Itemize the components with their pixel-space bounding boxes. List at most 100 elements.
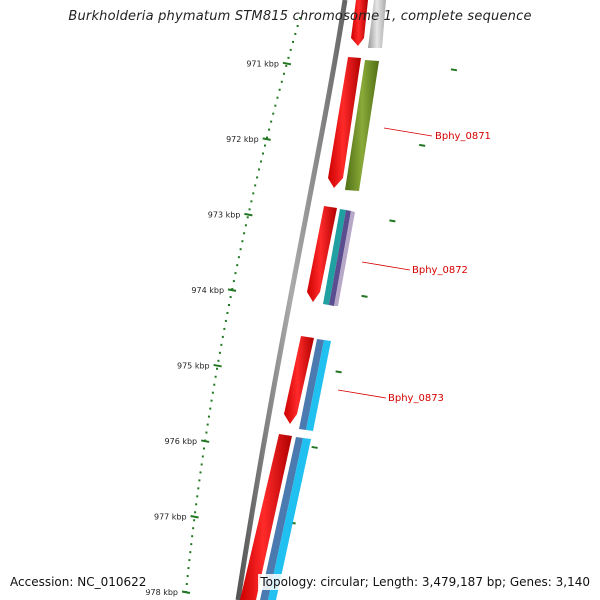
cds-arrow[interactable] bbox=[328, 57, 361, 188]
tick-mark bbox=[227, 288, 237, 292]
scale-dot bbox=[239, 248, 242, 251]
scale-dot bbox=[211, 391, 214, 394]
gene-label[interactable]: Bphy_0872 bbox=[412, 265, 468, 276]
scale-dot bbox=[223, 327, 226, 330]
scale-dot bbox=[186, 575, 189, 578]
scale-dot bbox=[214, 375, 217, 378]
scale-dot bbox=[195, 503, 198, 506]
topology-text: Topology: circular; Length: 3,479,187 bp… bbox=[258, 574, 592, 590]
backbone-ring bbox=[235, 0, 348, 600]
scale-dot bbox=[185, 583, 188, 586]
scale-dot bbox=[234, 272, 237, 275]
steel-feature[interactable] bbox=[260, 437, 303, 600]
inner-tick-mark bbox=[389, 219, 396, 223]
scale-dot bbox=[268, 128, 271, 131]
scale-dot bbox=[263, 144, 266, 147]
scale-dot bbox=[210, 399, 213, 402]
scale-dot bbox=[189, 551, 192, 554]
tick-label: 973 kbp bbox=[208, 210, 241, 219]
tick-mark bbox=[190, 514, 199, 519]
scale-dot bbox=[274, 104, 277, 107]
scale-dot bbox=[260, 160, 262, 163]
scale-dot bbox=[188, 559, 191, 562]
scale-dot bbox=[231, 288, 234, 291]
tick-mark bbox=[282, 61, 292, 66]
scale-dot bbox=[191, 535, 194, 538]
olive-feature[interactable] bbox=[345, 60, 379, 191]
scale-dot bbox=[272, 112, 275, 115]
inner-tick-mark bbox=[450, 68, 458, 72]
scale-dot bbox=[199, 471, 202, 474]
tick-mark bbox=[200, 439, 210, 443]
scale-dot bbox=[241, 240, 244, 243]
scale-dot bbox=[250, 200, 253, 203]
scale-ticks: 971 kbp 972 kbp 973 kbp 974 kbp 975 kbp 976 k… bbox=[145, 59, 458, 600]
purple-feature[interactable] bbox=[329, 210, 351, 306]
scale-dot bbox=[201, 455, 204, 458]
tick-label: 977 kbp bbox=[154, 512, 187, 521]
scale-dot bbox=[209, 407, 212, 410]
scale-dot bbox=[224, 319, 227, 322]
gene-label[interactable]: Bphy_0873 bbox=[388, 393, 444, 404]
scale-dot bbox=[207, 415, 210, 418]
inner-tick-mark bbox=[361, 294, 368, 298]
scale-dot bbox=[194, 511, 197, 514]
tick-label: 978 kbp bbox=[145, 588, 178, 597]
scale-dot bbox=[270, 120, 273, 123]
inner-tick-mark bbox=[419, 143, 426, 147]
grey-feature[interactable] bbox=[368, 0, 386, 48]
teal-feature[interactable] bbox=[323, 209, 346, 305]
cds-arrow[interactable] bbox=[351, 0, 368, 46]
scale-dot bbox=[266, 136, 269, 139]
feature-ring bbox=[240, 0, 386, 600]
steel-feature[interactable] bbox=[299, 339, 324, 430]
map-title: Burkholderia phymatum STM815 chromosome … bbox=[68, 9, 532, 24]
scale-dot bbox=[243, 232, 246, 235]
tick-label: 971 kbp bbox=[246, 59, 279, 68]
scale-dot bbox=[190, 543, 193, 546]
gene-label-group: Bphy_0871 Bphy_0872 Bphy_0873 bbox=[337, 127, 491, 404]
grey-feature[interactable] bbox=[334, 211, 355, 306]
accession-text: Accession: NC_010622 bbox=[8, 574, 149, 590]
scale-dot bbox=[193, 519, 196, 522]
scale-dot bbox=[229, 296, 232, 299]
tick-mark bbox=[244, 212, 253, 217]
scale-dot bbox=[198, 479, 201, 482]
scale-dot bbox=[292, 40, 295, 43]
scale-dot bbox=[226, 311, 229, 314]
tick-mark bbox=[213, 363, 222, 368]
scale-dot bbox=[296, 24, 299, 27]
scale-dot bbox=[213, 383, 216, 386]
scale-dot bbox=[252, 192, 255, 195]
scale-dot bbox=[218, 351, 221, 354]
scale-dot bbox=[217, 359, 220, 362]
cds-arrow[interactable] bbox=[284, 336, 314, 424]
scale-dot bbox=[280, 80, 283, 83]
gene-label[interactable]: Bphy_0871 bbox=[435, 131, 491, 142]
scale-dot bbox=[256, 176, 259, 179]
tick-mark bbox=[262, 137, 271, 141]
tick-label: 975 kbp bbox=[177, 361, 210, 370]
inner-tick-mark bbox=[335, 370, 342, 374]
scale-dot bbox=[221, 335, 224, 338]
scale-dot bbox=[246, 216, 249, 219]
scale-dot bbox=[196, 495, 199, 498]
scale-dot bbox=[285, 64, 288, 67]
scale-dot bbox=[294, 32, 297, 35]
cyan-feature[interactable] bbox=[306, 340, 331, 431]
scale-dot bbox=[220, 343, 223, 346]
inner-tick-mark bbox=[311, 445, 318, 449]
tick-label: 976 kbp bbox=[165, 437, 198, 446]
scale-dot bbox=[203, 447, 205, 450]
cyan-feature[interactable] bbox=[268, 438, 311, 600]
scale-dot bbox=[289, 48, 292, 51]
cds-arrow[interactable] bbox=[307, 206, 337, 302]
scale-dot bbox=[232, 280, 235, 283]
scale-dot bbox=[258, 168, 261, 171]
cds-arrow[interactable] bbox=[240, 434, 292, 600]
scale-dot bbox=[206, 423, 209, 426]
scale-dot bbox=[248, 208, 251, 211]
scale-dot bbox=[283, 72, 286, 75]
tick-mark bbox=[181, 590, 191, 594]
